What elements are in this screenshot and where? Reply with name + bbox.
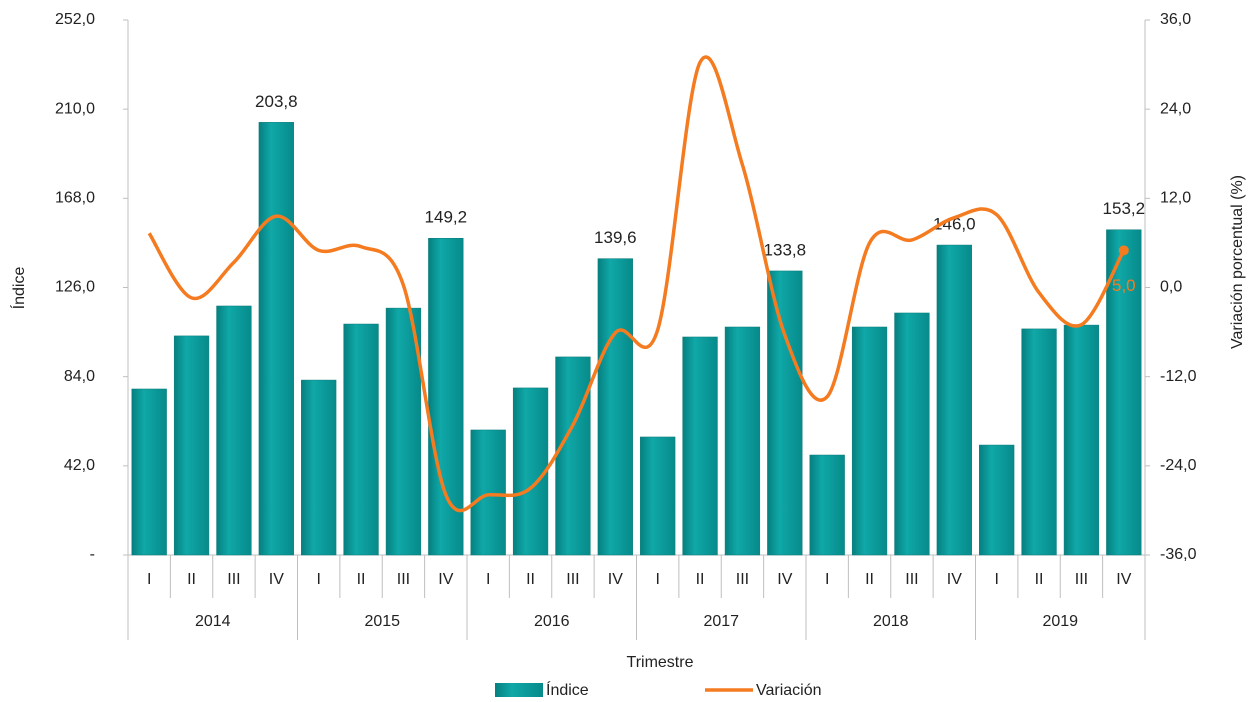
- x-tick-label: I: [655, 571, 659, 588]
- x-tick-label: III: [905, 571, 918, 588]
- x-axis-label: Trimestre: [627, 654, 694, 671]
- x-group-label: 2018: [873, 613, 909, 630]
- y2-tick-label: -12,0: [1160, 368, 1197, 385]
- x-group-label: 2014: [195, 613, 231, 630]
- bar: [216, 305, 252, 556]
- y2-tick-label: 12,0: [1160, 190, 1191, 207]
- x-tick-label: III: [397, 571, 410, 588]
- y-tick-label: 126,0: [55, 279, 95, 296]
- y2-tick-label: 24,0: [1160, 100, 1191, 117]
- bar: [640, 436, 676, 556]
- y-tick-label: 252,0: [55, 11, 95, 28]
- x-tick-label: IV: [269, 571, 284, 588]
- x-tick-label: III: [736, 571, 749, 588]
- x-tick-label: II: [357, 571, 366, 588]
- bar-value-label: 149,2: [425, 208, 468, 227]
- bar: [1021, 328, 1057, 556]
- y-axis-label: Índice: [9, 267, 28, 310]
- x-tick-label: IV: [1116, 571, 1131, 588]
- x-tick-label: I: [486, 571, 490, 588]
- bar: [173, 335, 210, 556]
- legend-swatch: [495, 683, 543, 697]
- x-tick-label: I: [147, 571, 151, 588]
- x-tick-label: IV: [608, 571, 623, 588]
- x-tick-label: III: [566, 571, 579, 588]
- legend-label: Variación: [756, 682, 822, 699]
- bar-value-label: 146,0: [933, 215, 976, 234]
- bar: [343, 323, 379, 556]
- legend-label: Índice: [546, 680, 589, 699]
- x-group-label: 2019: [1042, 613, 1078, 630]
- y2-tick-label: -36,0: [1160, 546, 1197, 563]
- x-tick-label: I: [994, 571, 998, 588]
- x-group-label: 2015: [364, 613, 400, 630]
- y2-tick-label: 36,0: [1160, 11, 1191, 28]
- bar: [1063, 324, 1100, 556]
- bar: [385, 307, 422, 556]
- x-tick-label: II: [696, 571, 705, 588]
- bar: [809, 454, 845, 556]
- x-tick-label: III: [1075, 571, 1088, 588]
- bar: [258, 122, 294, 556]
- x-tick-label: II: [187, 571, 196, 588]
- bar: [682, 336, 718, 556]
- x-tick-label: IV: [947, 571, 962, 588]
- x-group-label: 2016: [534, 613, 570, 630]
- x-tick-label: IV: [777, 571, 792, 588]
- bar: [936, 244, 972, 556]
- bar: [470, 429, 506, 556]
- bar: [979, 444, 1015, 556]
- bar: [597, 258, 633, 556]
- y-tick-label: 168,0: [55, 190, 95, 207]
- x-tick-label: I: [825, 571, 829, 588]
- bar-value-label: 203,8: [255, 92, 298, 111]
- bar: [851, 326, 888, 556]
- x-tick-label: II: [1035, 571, 1044, 588]
- bar: [555, 356, 591, 556]
- line-point: [1118, 245, 1129, 256]
- y-tick-label: 42,0: [64, 457, 95, 474]
- x-tick-label: I: [316, 571, 320, 588]
- bar: [724, 326, 761, 556]
- y2-axis-label: Variación porcentual (%): [1229, 175, 1246, 349]
- bar: [512, 387, 549, 556]
- bar-value-label: 139,6: [594, 228, 637, 247]
- bar-value-label: 133,8: [764, 240, 807, 259]
- x-tick-label: IV: [438, 571, 453, 588]
- x-tick-label: III: [227, 571, 240, 588]
- line-value-label: 5,0: [1112, 276, 1136, 295]
- x-tick-label: II: [526, 571, 535, 588]
- y-tick-label: -: [90, 546, 95, 563]
- bar-value-label: 153,2: [1103, 199, 1146, 218]
- x-tick-label: II: [865, 571, 874, 588]
- line: [147, 55, 1126, 513]
- y2-tick-label: 0,0: [1160, 279, 1182, 296]
- bar: [301, 379, 337, 556]
- bar: [428, 237, 464, 556]
- bar: [1106, 229, 1142, 556]
- y2-tick-label: -24,0: [1160, 457, 1197, 474]
- x-group-label: 2017: [703, 613, 739, 630]
- y-tick-label: 84,0: [64, 368, 95, 385]
- y-tick-label: 210,0: [55, 100, 95, 117]
- bar: [767, 270, 803, 556]
- bar: [894, 312, 930, 556]
- bar: [131, 388, 167, 556]
